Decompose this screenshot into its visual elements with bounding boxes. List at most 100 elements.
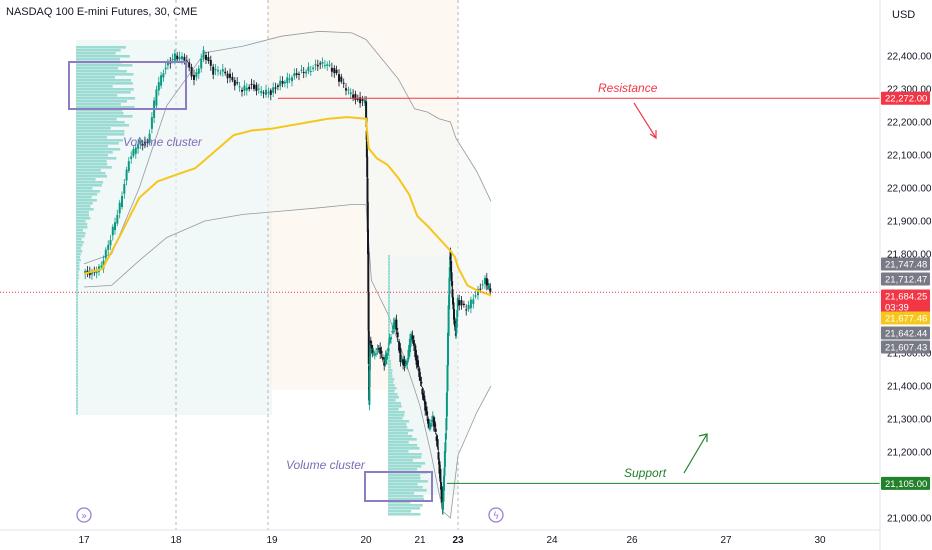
- volume-bar: [76, 202, 93, 205]
- volume-bar: [76, 406, 78, 409]
- candle-body: [323, 65, 326, 67]
- volume-bar: [76, 112, 124, 115]
- candle-body: [467, 304, 470, 310]
- candle-body: [288, 78, 291, 80]
- volume-bar: [388, 483, 418, 486]
- volume-bar: [76, 226, 88, 229]
- candle-body: [384, 354, 387, 365]
- candle-body: [345, 88, 347, 91]
- volume-bar: [388, 432, 408, 435]
- candle-body: [330, 67, 333, 72]
- candle-body: [453, 309, 455, 320]
- candle-body: [107, 244, 110, 250]
- candle-body: [283, 81, 286, 84]
- candle-body: [248, 86, 251, 90]
- volume-bar: [388, 345, 390, 348]
- candle-body: [363, 99, 366, 104]
- price-badge-value: 21,677.46: [885, 314, 927, 325]
- candle-body: [88, 271, 91, 276]
- flash-icon[interactable]: ϟ: [488, 507, 504, 523]
- candle-body: [412, 340, 415, 346]
- candle-body: [132, 149, 135, 156]
- candle-body: [429, 424, 432, 427]
- price-tick-label: 22,300.00: [887, 85, 932, 96]
- price-badge: [881, 311, 930, 325]
- volume-bar: [388, 474, 421, 477]
- volume-bar: [76, 385, 78, 388]
- candle-body: [335, 69, 338, 74]
- volume-bar: [76, 118, 117, 121]
- volume-bar: [76, 73, 134, 76]
- volume-bar: [388, 477, 421, 480]
- volume-bar: [388, 510, 412, 513]
- volume-bar: [76, 100, 127, 103]
- volume-bar: [76, 181, 104, 184]
- volume-bar: [388, 333, 390, 336]
- volume-bar: [388, 309, 390, 312]
- volume-bar: [388, 387, 397, 390]
- candle-body: [255, 84, 258, 91]
- candle-body: [430, 420, 433, 422]
- candle-body: [226, 73, 229, 79]
- price-badge: [881, 91, 930, 105]
- up-arrow-icon: [683, 433, 708, 474]
- volume-bar: [76, 196, 92, 199]
- candle-body: [314, 64, 317, 66]
- candle-body: [200, 58, 203, 69]
- volume-bar: [76, 172, 106, 175]
- candle-body: [458, 300, 461, 306]
- candle-body: [312, 67, 315, 69]
- volume-bar: [76, 283, 79, 286]
- volume-bar: [76, 250, 83, 253]
- volume-bar: [76, 52, 116, 55]
- candle-body: [437, 452, 440, 460]
- volume-cluster-box-top[interactable]: [68, 61, 187, 110]
- volume-bar: [76, 316, 78, 319]
- candle-body: [445, 418, 448, 431]
- candle-body: [477, 289, 479, 296]
- candle-body: [197, 68, 200, 74]
- candle-body: [224, 71, 227, 74]
- volume-bar: [388, 480, 428, 483]
- volume-bar: [76, 403, 78, 406]
- candle-body: [426, 411, 429, 416]
- candle-body: [411, 335, 414, 340]
- candle-body: [453, 320, 456, 324]
- volume-bar: [76, 310, 78, 313]
- candle-body: [352, 94, 355, 99]
- candle-body: [91, 271, 93, 275]
- currency-label[interactable]: USD: [892, 9, 916, 21]
- volume-bar: [76, 109, 123, 112]
- candle-body: [385, 352, 388, 360]
- volume-bar: [76, 355, 78, 358]
- volume-bar: [76, 259, 81, 262]
- candle-body: [456, 297, 459, 307]
- candle-body: [450, 272, 453, 281]
- session-start-icon[interactable]: »: [76, 507, 92, 523]
- volume-bar: [76, 49, 121, 52]
- candle-body: [205, 55, 207, 60]
- candle-body: [469, 299, 472, 309]
- candle-body: [444, 442, 447, 453]
- volume-bar: [388, 384, 395, 387]
- volume-bar: [76, 106, 135, 109]
- volume-bar: [76, 292, 78, 295]
- volume-cluster-box-bottom[interactable]: [364, 471, 433, 502]
- candle-body: [446, 364, 449, 392]
- candle-body: [102, 260, 105, 269]
- volume-bar: [388, 492, 415, 495]
- volume-bar: [76, 76, 115, 79]
- volume-bar: [388, 285, 390, 288]
- volume-bar: [388, 429, 414, 432]
- volume-bar: [76, 352, 78, 355]
- candle-body: [291, 77, 293, 82]
- volume-bar: [76, 391, 78, 394]
- candle-body: [434, 428, 437, 432]
- candle-body: [452, 302, 455, 310]
- volume-bar: [76, 58, 120, 61]
- volume-bar: [388, 357, 390, 360]
- candle-body: [448, 277, 451, 295]
- candle-body: [307, 66, 310, 72]
- band-upper-line: [83, 30, 492, 265]
